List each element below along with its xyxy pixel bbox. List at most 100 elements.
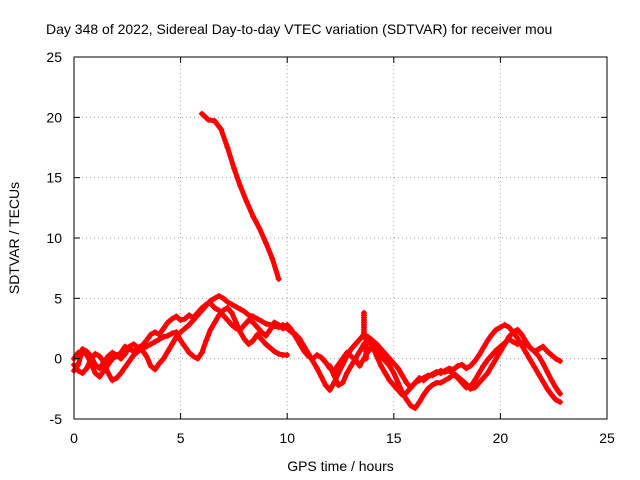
data-point — [493, 326, 500, 333]
data-point — [241, 308, 248, 315]
data-point — [540, 343, 547, 350]
data-point — [152, 329, 159, 336]
data-point — [314, 365, 321, 372]
data-point — [237, 306, 244, 313]
data-point — [403, 389, 410, 396]
data-point — [109, 355, 116, 362]
series-track-4 — [198, 110, 282, 283]
data-point — [92, 370, 99, 377]
data-point — [237, 329, 244, 336]
chart-title: Day 348 of 2022, Sidereal Day-to-day VTE… — [46, 21, 552, 37]
data-point — [535, 346, 542, 353]
y-tick-label: 10 — [46, 230, 62, 246]
data-point — [544, 348, 551, 355]
data-point — [215, 292, 222, 299]
series-track-2 — [71, 292, 291, 380]
data-point — [348, 346, 355, 353]
data-point — [275, 350, 282, 357]
data-point — [493, 355, 500, 362]
data-point — [75, 367, 82, 374]
data-point — [403, 379, 410, 386]
data-point — [96, 353, 103, 360]
data-point — [262, 239, 269, 246]
data-point — [348, 362, 355, 369]
data-point — [220, 307, 227, 314]
x-tick-label: 10 — [279, 430, 295, 446]
data-point — [552, 355, 559, 362]
data-point — [233, 319, 240, 326]
data-point — [164, 332, 171, 339]
data-point — [386, 355, 393, 362]
data-point — [471, 358, 478, 365]
data-point — [228, 301, 235, 308]
data-point — [373, 353, 380, 360]
data-point — [143, 337, 150, 344]
data-point — [224, 144, 231, 151]
data-point — [527, 356, 534, 363]
data-point — [211, 295, 218, 302]
data-point — [522, 349, 529, 356]
data-point — [446, 367, 453, 374]
data-point — [484, 356, 491, 363]
data-point — [122, 343, 129, 350]
data-point — [420, 374, 427, 381]
data-point — [467, 362, 474, 369]
data-point — [92, 350, 99, 357]
data-point — [412, 379, 419, 386]
data-point — [215, 312, 222, 319]
data-point — [250, 337, 257, 344]
data-point — [96, 365, 103, 372]
data-point — [476, 370, 483, 377]
data-point — [399, 391, 406, 398]
x-tick-label: 20 — [493, 430, 509, 446]
data-point — [207, 326, 214, 333]
data-point — [271, 323, 278, 330]
data-point — [335, 361, 342, 368]
data-point — [390, 370, 397, 377]
data-point — [326, 387, 333, 394]
data-point — [544, 368, 551, 375]
data-point — [518, 331, 525, 338]
data-point — [463, 365, 470, 372]
data-point — [96, 373, 103, 380]
data-point — [318, 354, 325, 361]
series-track-3 — [71, 304, 291, 384]
data-point — [79, 370, 86, 377]
data-point — [420, 391, 427, 398]
data-point — [480, 362, 487, 369]
data-point — [233, 303, 240, 310]
data-point — [256, 225, 263, 232]
data-point — [109, 349, 116, 356]
data-point — [471, 384, 478, 391]
data-point — [203, 337, 210, 344]
data-point — [309, 355, 316, 362]
data-point — [463, 381, 470, 388]
data-point — [557, 390, 564, 397]
data-point — [211, 304, 218, 311]
data-point — [356, 348, 363, 355]
data-point — [218, 126, 225, 133]
series-trace — [199, 111, 282, 282]
data-point — [305, 353, 312, 360]
data-point — [100, 359, 107, 366]
data-point — [510, 338, 517, 345]
data-point — [224, 298, 231, 305]
data-point — [557, 399, 564, 406]
data-point — [501, 321, 508, 328]
data-point — [531, 364, 538, 371]
data-point — [382, 358, 389, 365]
data-point — [198, 307, 205, 314]
data-point — [117, 349, 124, 356]
y-tick-label: 20 — [46, 109, 62, 125]
y-axis-label: SDTVAR / TECUs — [6, 182, 22, 294]
data-point — [505, 333, 512, 340]
data-point — [241, 321, 248, 328]
data-point — [467, 385, 474, 392]
data-point — [318, 373, 325, 380]
data-point — [190, 317, 197, 324]
data-point — [288, 326, 295, 333]
data-point — [552, 384, 559, 391]
data-point — [156, 360, 163, 367]
data-marks — [71, 110, 564, 412]
data-point — [284, 352, 291, 359]
